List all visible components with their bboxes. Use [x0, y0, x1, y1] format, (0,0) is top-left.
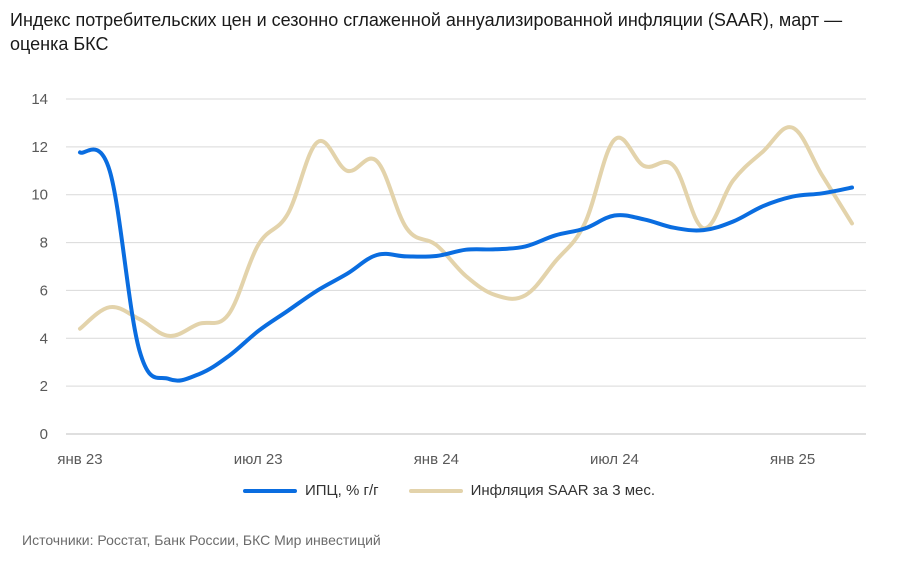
x-tick-label: янв 25 — [770, 451, 815, 468]
y-tick-label: 10 — [31, 187, 48, 204]
y-tick-label: 2 — [40, 378, 48, 395]
x-tick-label: янв 24 — [414, 451, 459, 468]
y-tick-label: 6 — [40, 282, 48, 299]
y-tick-label: 8 — [40, 235, 48, 252]
x-tick-label: янв 23 — [57, 451, 102, 468]
legend-swatch-saar — [408, 488, 463, 493]
source-note: Источники: Росстат, Банк России, БКС Мир… — [22, 532, 381, 548]
y-tick-label: 0 — [40, 426, 48, 443]
y-tick-label: 14 — [31, 91, 48, 108]
x-tick-label: июл 23 — [234, 451, 283, 468]
y-axis: 0 2 4 6 8 10 12 14 — [31, 91, 48, 443]
series-line-cpi — [78, 147, 854, 383]
y-tick-label: 12 — [31, 139, 48, 156]
y-tick-label: 4 — [40, 330, 48, 347]
legend-swatch-cpi — [242, 488, 297, 493]
x-axis: янв 23 июл 23 янв 24 июл 24 янв 25 — [57, 451, 815, 468]
series-line-saar — [78, 125, 854, 338]
legend-item-saar: Инфляция SAAR за 3 мес. — [408, 482, 656, 499]
chart-title: Индекс потребительских цен и сезонно сгл… — [10, 10, 843, 54]
x-tick-label: июл 24 — [590, 451, 639, 468]
chart-legend: ИПЦ, % г/г Инфляция SAAR за 3 мес. — [0, 482, 898, 499]
legend-item-cpi: ИПЦ, % г/г — [242, 482, 379, 499]
chart-gridlines — [66, 98, 866, 435]
legend-label-saar: Инфляция SAAR за 3 мес. — [470, 482, 656, 499]
chart-series — [78, 125, 854, 383]
legend-label-cpi: ИПЦ, % г/г — [304, 482, 379, 499]
